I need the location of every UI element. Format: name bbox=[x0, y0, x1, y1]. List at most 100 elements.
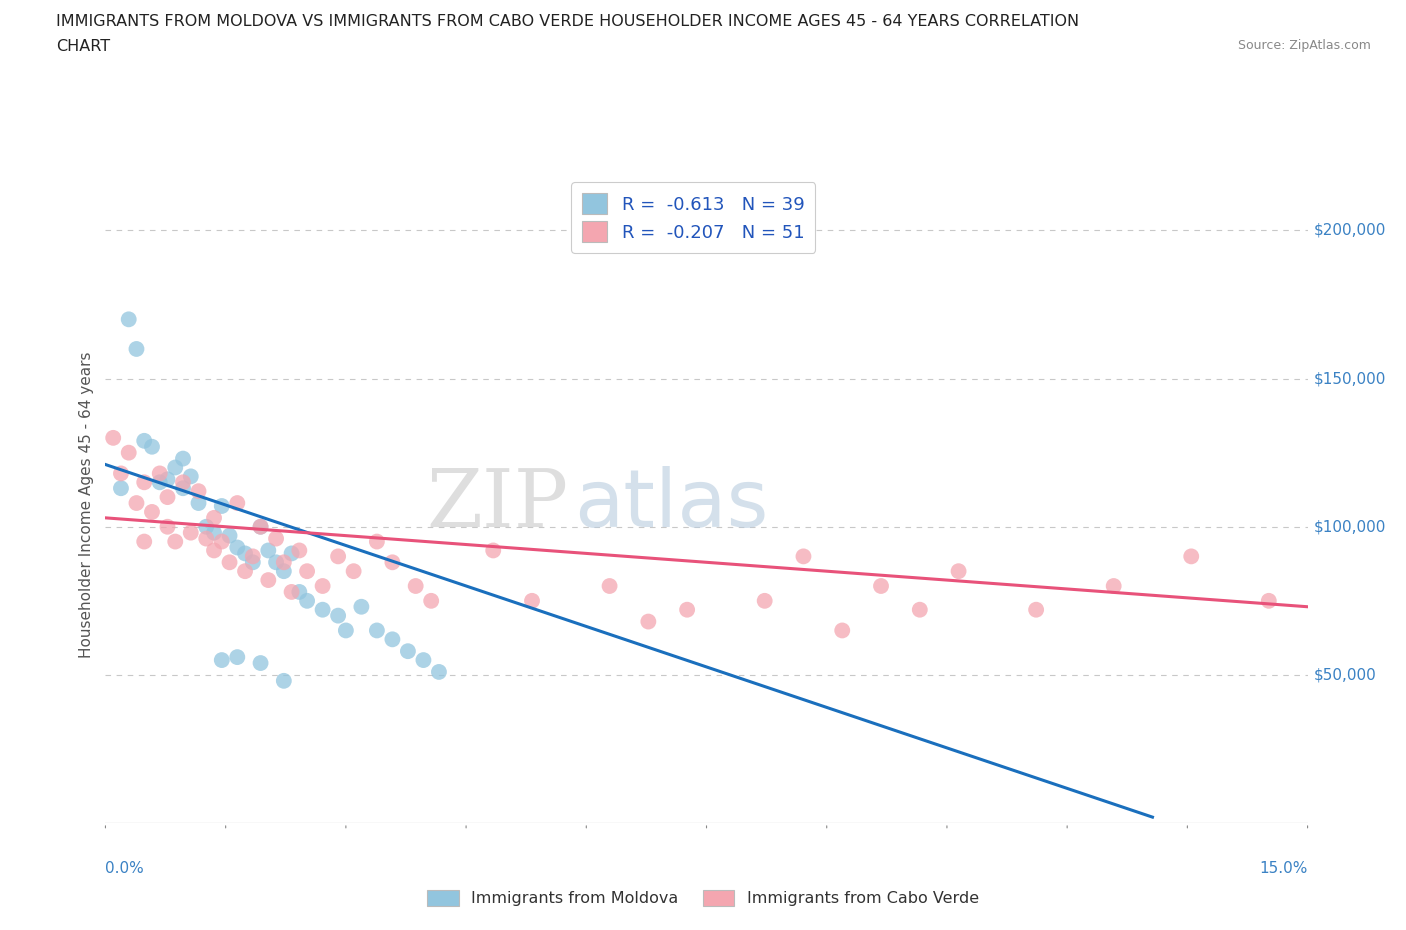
Point bbox=[141, 504, 163, 519]
Text: IMMIGRANTS FROM MOLDOVA VS IMMIGRANTS FROM CABO VERDE HOUSEHOLDER INCOME AGES 45: IMMIGRANTS FROM MOLDOVA VS IMMIGRANTS FR… bbox=[56, 14, 1080, 29]
Point bbox=[792, 549, 814, 564]
Point bbox=[134, 475, 156, 490]
Point bbox=[195, 531, 218, 546]
Point bbox=[280, 584, 302, 599]
Point bbox=[280, 546, 302, 561]
Point bbox=[335, 623, 357, 638]
Point bbox=[412, 653, 434, 668]
Text: $100,000: $100,000 bbox=[1313, 519, 1386, 534]
Point bbox=[1025, 603, 1047, 618]
Point bbox=[288, 584, 311, 599]
Text: ZIP: ZIP bbox=[426, 466, 568, 543]
Point bbox=[125, 341, 148, 356]
Point bbox=[366, 623, 388, 638]
Point bbox=[427, 665, 450, 680]
Point bbox=[156, 490, 179, 505]
Point bbox=[831, 623, 853, 638]
Point bbox=[118, 312, 141, 326]
Point bbox=[396, 644, 419, 658]
Text: atlas: atlas bbox=[574, 466, 769, 543]
Point bbox=[1102, 578, 1125, 593]
Point bbox=[180, 525, 202, 540]
Point bbox=[172, 451, 194, 466]
Point bbox=[134, 433, 156, 448]
Point bbox=[110, 466, 132, 481]
Text: 0.0%: 0.0% bbox=[105, 861, 145, 876]
Point bbox=[172, 475, 194, 490]
Point bbox=[103, 431, 125, 445]
Point bbox=[381, 631, 404, 646]
Point bbox=[187, 484, 209, 498]
Point bbox=[233, 546, 256, 561]
Y-axis label: Householder Income Ages 45 - 64 years: Householder Income Ages 45 - 64 years bbox=[79, 352, 94, 658]
Point bbox=[110, 481, 132, 496]
Point bbox=[273, 555, 295, 570]
Legend: Immigrants from Moldova, Immigrants from Cabo Verde: Immigrants from Moldova, Immigrants from… bbox=[420, 884, 986, 912]
Point bbox=[366, 534, 388, 549]
Point bbox=[226, 496, 249, 511]
Point bbox=[249, 656, 271, 671]
Point bbox=[870, 578, 893, 593]
Point bbox=[187, 496, 209, 511]
Text: CHART: CHART bbox=[56, 39, 110, 54]
Point bbox=[211, 498, 233, 513]
Point bbox=[264, 531, 287, 546]
Point bbox=[482, 543, 505, 558]
Point bbox=[165, 460, 187, 475]
Point bbox=[326, 608, 349, 623]
Point bbox=[211, 653, 233, 668]
Point bbox=[242, 549, 264, 564]
Point bbox=[295, 564, 318, 578]
Point bbox=[1257, 593, 1279, 608]
Point bbox=[257, 543, 280, 558]
Point bbox=[1180, 549, 1202, 564]
Text: Source: ZipAtlas.com: Source: ZipAtlas.com bbox=[1237, 39, 1371, 52]
Legend: R =  -0.613   N = 39, R =  -0.207   N = 51: R = -0.613 N = 39, R = -0.207 N = 51 bbox=[571, 182, 815, 253]
Point bbox=[125, 496, 148, 511]
Point bbox=[211, 534, 233, 549]
Point bbox=[273, 673, 295, 688]
Point bbox=[420, 593, 443, 608]
Point bbox=[676, 603, 699, 618]
Point bbox=[149, 466, 172, 481]
Point bbox=[172, 481, 194, 496]
Point bbox=[233, 564, 256, 578]
Point bbox=[908, 603, 931, 618]
Point bbox=[273, 564, 295, 578]
Point bbox=[288, 543, 311, 558]
Point bbox=[249, 519, 271, 534]
Point bbox=[202, 525, 225, 540]
Point bbox=[381, 555, 404, 570]
Point bbox=[141, 439, 163, 454]
Point bbox=[295, 593, 318, 608]
Point bbox=[195, 519, 218, 534]
Point bbox=[118, 445, 141, 460]
Point bbox=[350, 599, 373, 614]
Point bbox=[249, 519, 271, 534]
Point bbox=[326, 549, 349, 564]
Text: $200,000: $200,000 bbox=[1313, 223, 1386, 238]
Point bbox=[149, 475, 172, 490]
Text: $150,000: $150,000 bbox=[1313, 371, 1386, 386]
Point bbox=[165, 534, 187, 549]
Point bbox=[226, 540, 249, 555]
Point bbox=[264, 555, 287, 570]
Point bbox=[599, 578, 621, 593]
Point bbox=[202, 543, 225, 558]
Point bbox=[218, 555, 240, 570]
Point bbox=[218, 528, 240, 543]
Point bbox=[156, 519, 179, 534]
Text: 15.0%: 15.0% bbox=[1260, 861, 1308, 876]
Point bbox=[226, 650, 249, 665]
Point bbox=[405, 578, 427, 593]
Point bbox=[637, 614, 659, 629]
Point bbox=[948, 564, 970, 578]
Point bbox=[754, 593, 776, 608]
Point bbox=[257, 573, 280, 588]
Point bbox=[134, 534, 156, 549]
Point bbox=[311, 578, 333, 593]
Text: $50,000: $50,000 bbox=[1313, 668, 1376, 683]
Point bbox=[311, 603, 333, 618]
Point bbox=[520, 593, 543, 608]
Point bbox=[343, 564, 366, 578]
